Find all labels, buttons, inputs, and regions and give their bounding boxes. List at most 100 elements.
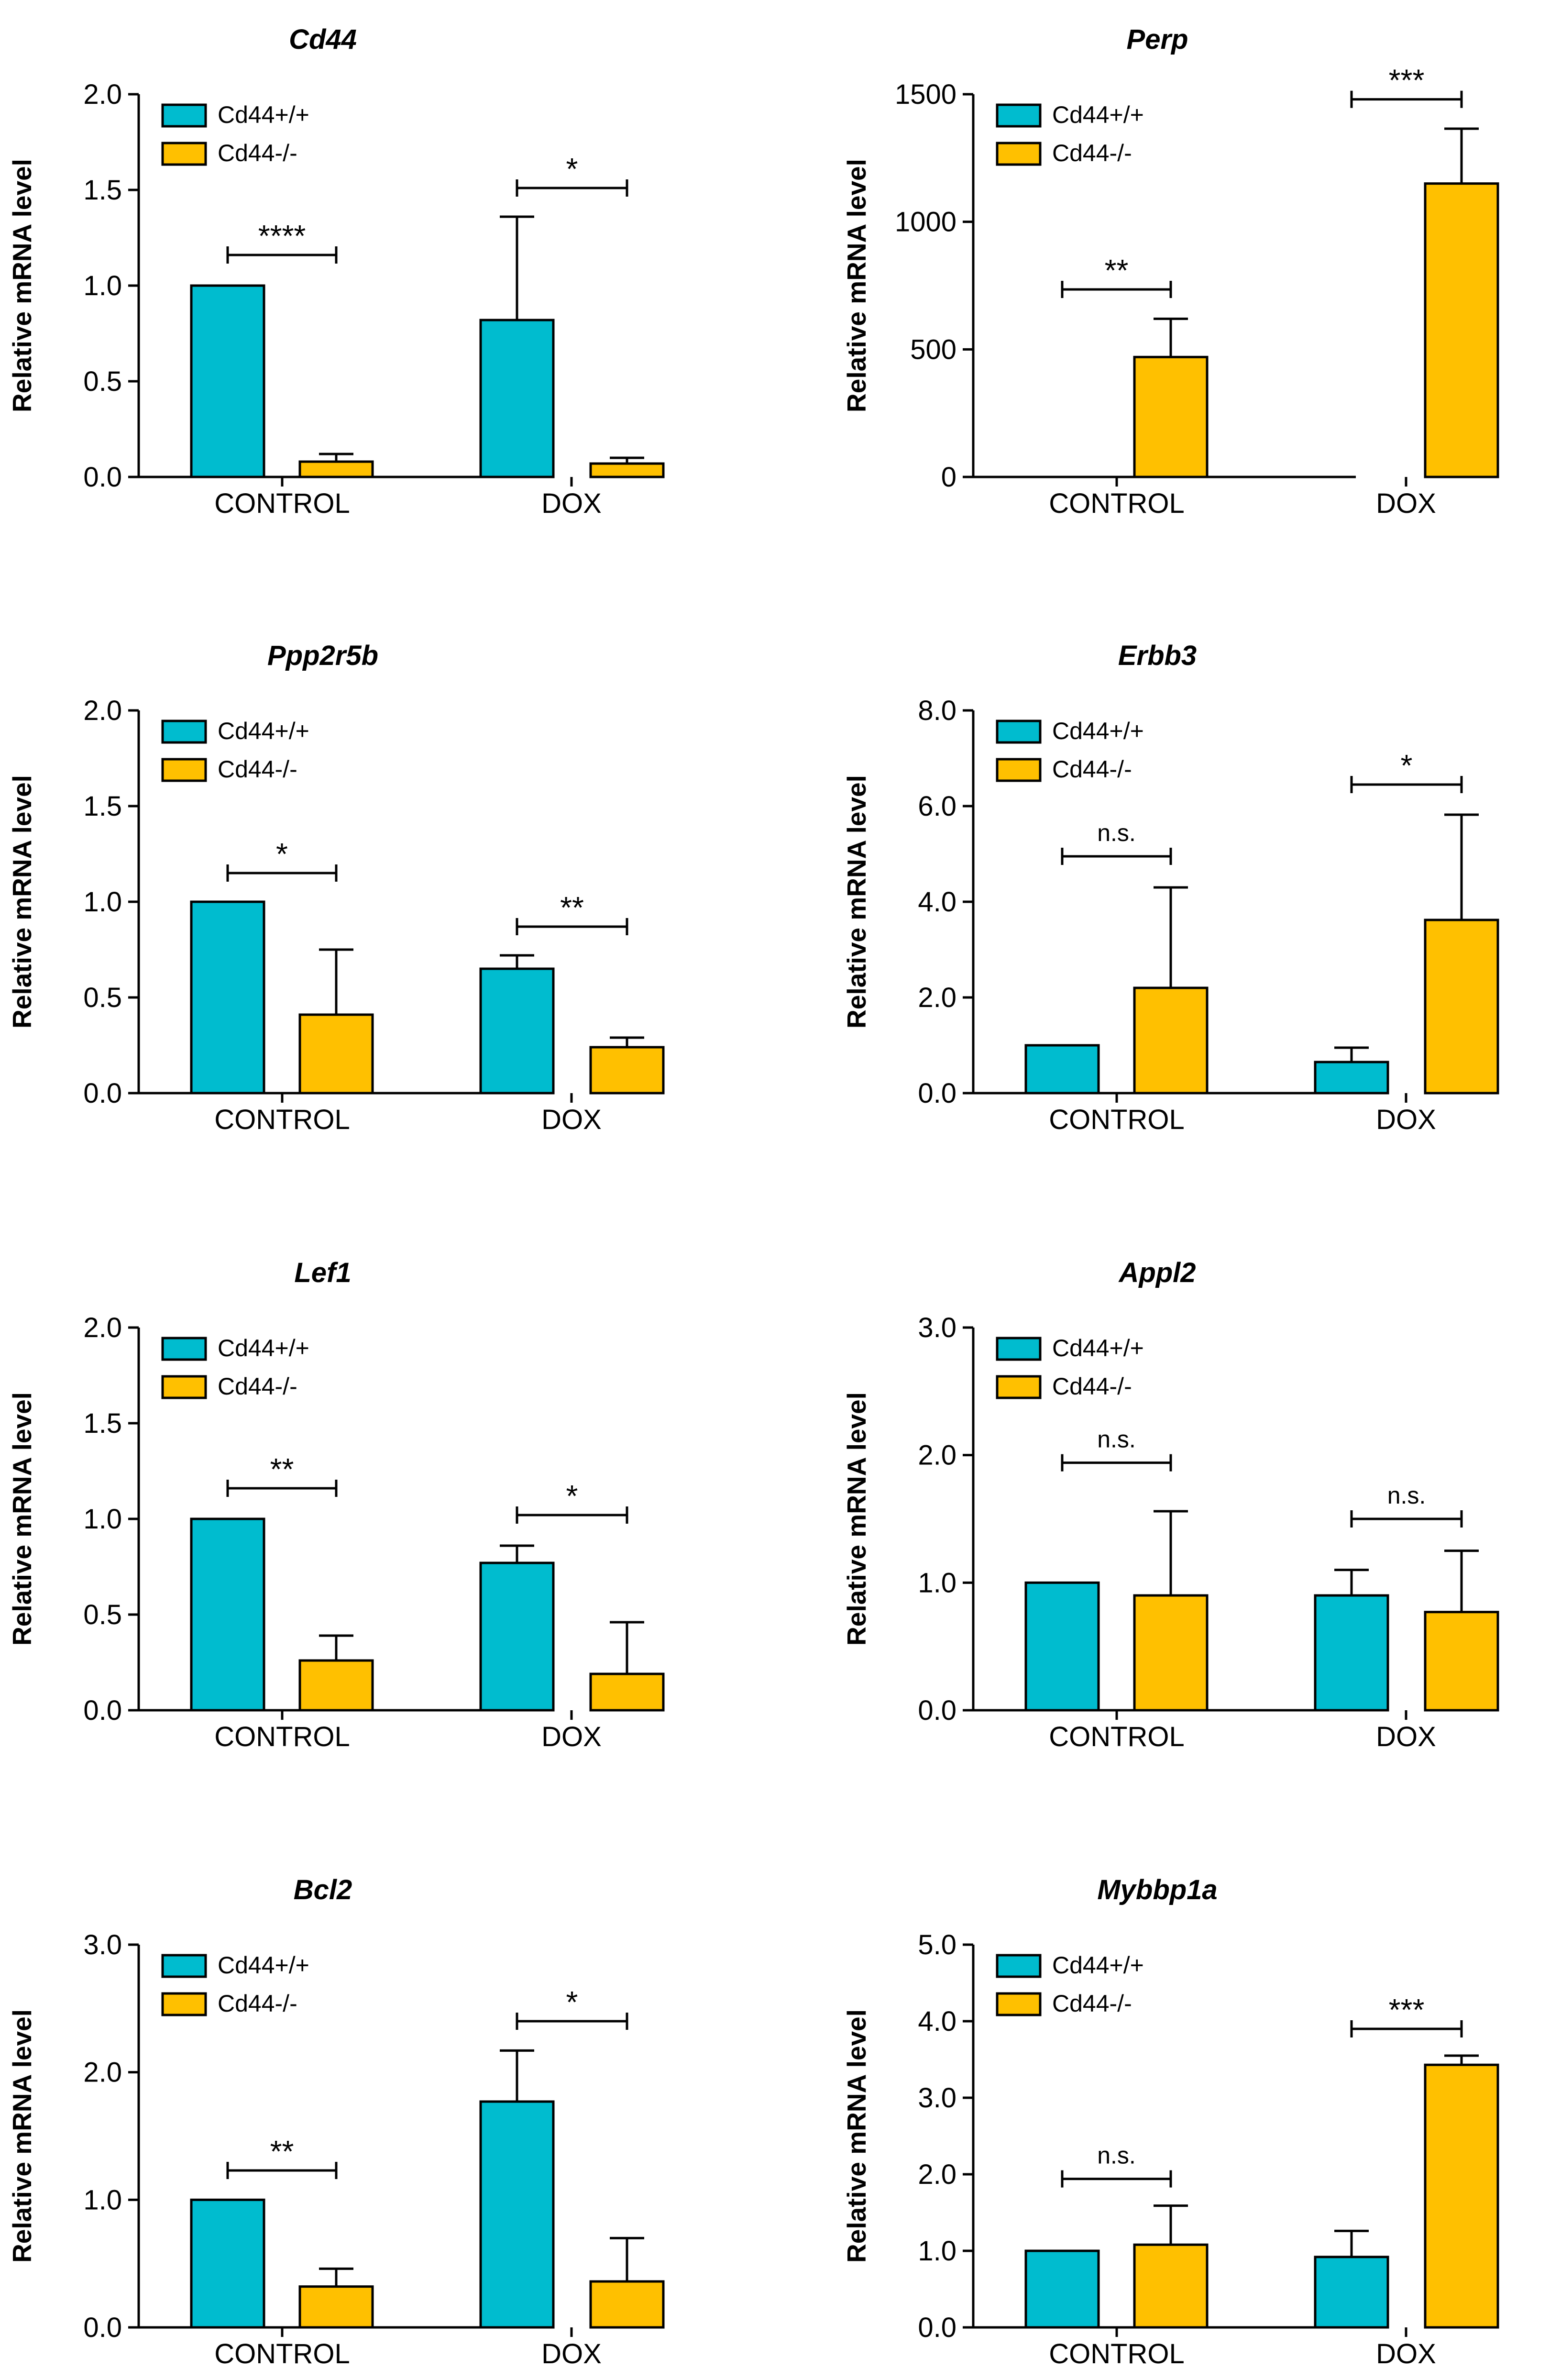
y-tick-label: 2.0 xyxy=(918,982,956,1013)
legend-swatch xyxy=(996,1992,1042,2016)
legend-swatch xyxy=(996,103,1042,128)
bar xyxy=(479,1561,555,1712)
chart-title: Cd44 xyxy=(289,24,357,55)
bar xyxy=(1024,2249,1100,2329)
bar xyxy=(1424,182,1499,478)
significance-label: **** xyxy=(258,219,306,253)
chart-panel-1: Cd44 Relative mRNA level 0.0 0.5 1.0 1.5 2.0 CO… xyxy=(7,24,665,519)
y-tick-label: 0.0 xyxy=(83,1078,122,1109)
y-tick-label: 0.0 xyxy=(918,1695,956,1726)
y-axis-label: Relative mRNA level xyxy=(842,1392,871,1646)
chart-panel-5: Lef1 Relative mRNA level 0.0 0.5 1.0 1.5 2.0 CO… xyxy=(7,1257,665,1752)
x-category-label: DOX xyxy=(1376,2338,1436,2369)
chart-panel-7: Bcl2 Relative mRNA level 0.0 1.0 2.0 3.0 CONTR… xyxy=(7,1874,665,2369)
bar xyxy=(1133,1594,1209,1712)
y-tick-label: 500 xyxy=(910,334,956,365)
significance-label: n.s. xyxy=(1097,1426,1136,1453)
bar xyxy=(298,460,374,478)
legend-label: Cd44+/+ xyxy=(218,101,309,128)
y-tick-label: 4.0 xyxy=(918,2006,956,2037)
significance-label: *** xyxy=(1389,63,1425,98)
legend-swatch xyxy=(161,142,207,166)
bar xyxy=(190,284,265,478)
significance-label: ** xyxy=(560,890,584,925)
legend-label: Cd44+/+ xyxy=(218,1335,309,1362)
y-tick-label: 1.0 xyxy=(83,2184,122,2215)
y-tick-label: 1000 xyxy=(895,207,956,238)
y-tick-label: 1.5 xyxy=(83,1408,122,1439)
x-category-label: CONTROL xyxy=(214,2338,350,2369)
bar xyxy=(1424,1611,1499,1712)
y-tick-label: 0.0 xyxy=(918,1078,956,1109)
y-tick-label: 2.0 xyxy=(83,79,122,110)
x-category-label: DOX xyxy=(1376,488,1436,519)
bar xyxy=(1133,986,1209,1095)
legend-swatch xyxy=(161,1375,207,1399)
legend-swatch xyxy=(161,758,207,782)
chart-panel-6: Appl2 Relative mRNA level 0.0 1.0 2.0 3.0 CONT… xyxy=(842,1257,1499,1752)
y-tick-label: 3.0 xyxy=(918,2082,956,2114)
bar xyxy=(589,1672,665,1712)
significance-label: *** xyxy=(1389,1993,1425,2027)
chart-panel-3: Ppp2r5b Relative mRNA level 0.0 0.5 1.0 1.5 2.… xyxy=(7,640,665,1135)
significance-label: n.s. xyxy=(1097,2142,1136,2169)
x-category-label: CONTROL xyxy=(1049,488,1185,519)
bar xyxy=(589,462,665,478)
legend-label: Cd44+/+ xyxy=(218,1952,309,1979)
y-tick-label: 0.5 xyxy=(83,982,122,1013)
legend-swatch xyxy=(161,1337,207,1361)
legend-label: Cd44-/- xyxy=(1052,756,1132,783)
significance-label: ** xyxy=(270,1452,294,1486)
chart-title: Perp xyxy=(1127,24,1188,55)
legend-swatch xyxy=(996,1954,1042,1978)
bar xyxy=(1424,919,1499,1095)
bar xyxy=(190,1517,265,1712)
legend-label: Cd44+/+ xyxy=(1052,101,1144,128)
y-axis-label: Relative mRNA level xyxy=(7,775,37,1029)
bar xyxy=(589,1046,665,1095)
bar xyxy=(1133,355,1209,478)
x-category-label: CONTROL xyxy=(214,488,350,519)
legend-swatch xyxy=(996,142,1042,166)
bar xyxy=(298,2285,374,2329)
y-tick-label: 0.0 xyxy=(918,2312,956,2343)
bar xyxy=(479,967,555,1095)
y-tick-label: 2.0 xyxy=(83,2057,122,2088)
bar xyxy=(298,1659,374,1712)
y-tick-label: 2.0 xyxy=(83,695,122,726)
legend-label: Cd44-/- xyxy=(218,140,297,166)
y-tick-label: 4.0 xyxy=(918,886,956,918)
significance-label: ** xyxy=(1105,253,1129,288)
y-axis-label: Relative mRNA level xyxy=(7,2009,37,2263)
y-axis-label: Relative mRNA level xyxy=(842,159,871,412)
bar xyxy=(1024,1581,1100,1712)
legend-label: Cd44+/+ xyxy=(1052,718,1144,744)
y-tick-label: 0.0 xyxy=(83,462,122,493)
legend-swatch xyxy=(161,720,207,744)
y-tick-label: 1.0 xyxy=(83,1504,122,1535)
y-tick-label: 1.0 xyxy=(83,886,122,918)
chart-panel-2: Perp Relative mRNA level 0 500 1000 1500 CONTR… xyxy=(842,24,1499,519)
legend-label: Cd44-/- xyxy=(218,1373,297,1400)
y-tick-label: 3.0 xyxy=(83,1929,122,1960)
y-tick-label: 1.5 xyxy=(83,175,122,206)
legend-swatch xyxy=(161,103,207,128)
legend-label: Cd44+/+ xyxy=(1052,1335,1144,1362)
x-category-label: CONTROL xyxy=(1049,1721,1185,1752)
y-tick-label: 6.0 xyxy=(918,791,956,822)
x-category-label: CONTROL xyxy=(1049,1104,1185,1135)
bar xyxy=(1314,1061,1389,1095)
y-tick-label: 1.0 xyxy=(918,1567,956,1598)
x-category-label: DOX xyxy=(1376,1721,1436,1752)
significance-label: * xyxy=(276,837,288,871)
legend-swatch xyxy=(996,720,1042,744)
x-category-label: DOX xyxy=(541,1104,602,1135)
y-tick-label: 0.5 xyxy=(83,1599,122,1630)
legend-label: Cd44-/- xyxy=(1052,1373,1132,1400)
chart-panel-4: Erbb3 Relative mRNA level 0.0 2.0 4.0 6.0 8.0 C… xyxy=(842,640,1499,1135)
y-axis-label: Relative mRNA level xyxy=(7,159,37,412)
y-tick-label: 3.0 xyxy=(918,1312,956,1343)
y-axis-label: Relative mRNA level xyxy=(7,1392,37,1646)
chart-title: Bcl2 xyxy=(294,1874,352,1905)
